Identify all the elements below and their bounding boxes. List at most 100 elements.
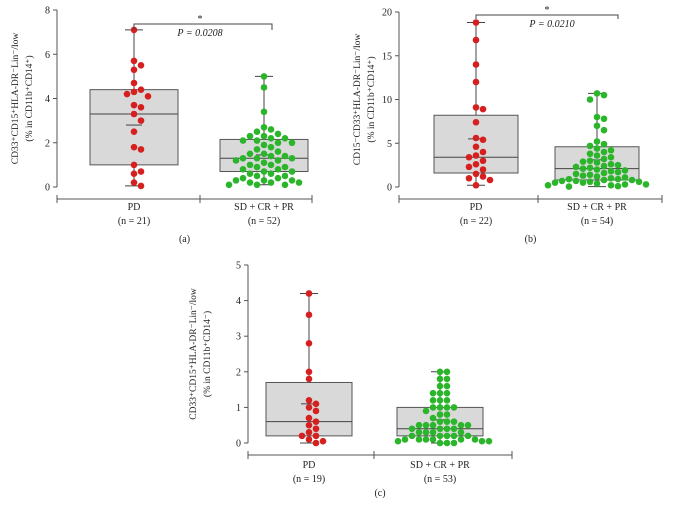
- data-point: [123, 90, 131, 98]
- data-point: [600, 91, 608, 99]
- data-point: [274, 139, 282, 147]
- data-point: [305, 404, 313, 411]
- data-point: [544, 181, 552, 189]
- y-tick-label: 0: [45, 183, 50, 194]
- data-point: [450, 432, 458, 440]
- data-point: [246, 179, 254, 186]
- data-point: [137, 62, 145, 69]
- data-point: [478, 437, 486, 445]
- category-label: PD: [128, 202, 141, 213]
- data-point: [415, 421, 423, 429]
- y-axis-label-units: (% in CD11b⁺CD14⁺): [366, 56, 377, 142]
- data-point: [472, 181, 480, 189]
- data-point: [260, 84, 268, 91]
- data-point: [600, 155, 608, 163]
- data-point: [312, 418, 320, 425]
- data-point: [260, 159, 268, 166]
- data-point: [457, 436, 465, 443]
- data-point: [436, 375, 444, 383]
- data-point: [429, 414, 437, 422]
- data-point: [465, 153, 473, 161]
- data-point: [436, 432, 444, 440]
- data-point: [260, 141, 268, 149]
- data-point: [415, 436, 423, 443]
- data-point: [305, 290, 313, 297]
- significance-bracket: [133, 23, 273, 30]
- data-point: [464, 421, 472, 429]
- data-point: [232, 177, 240, 184]
- data-point: [312, 400, 320, 408]
- data-point: [479, 136, 487, 144]
- data-point: [422, 436, 430, 443]
- category-n-label: (n = 21): [118, 216, 150, 227]
- data-point: [422, 429, 430, 436]
- data-point: [565, 175, 573, 183]
- data-point: [472, 152, 480, 159]
- significance-star: *: [545, 5, 550, 16]
- data-point: [457, 421, 465, 429]
- data-point: [593, 113, 601, 121]
- data-point: [305, 396, 313, 404]
- category-n-label: (n = 19): [293, 474, 325, 485]
- y-axis-label-units: (% in CD11b⁺CD14⁺): [24, 55, 35, 141]
- data-point: [593, 166, 601, 173]
- data-point: [472, 19, 480, 26]
- data-point: [436, 389, 444, 397]
- data-point: [401, 436, 409, 443]
- data-point: [429, 429, 437, 436]
- data-point: [450, 439, 458, 447]
- data-point: [253, 154, 261, 162]
- category-label: PD: [470, 202, 483, 213]
- data-point: [443, 404, 451, 411]
- data-point: [260, 108, 268, 116]
- data-point: [144, 92, 152, 100]
- data-point: [429, 389, 437, 397]
- data-point: [130, 143, 138, 151]
- data-point: [436, 439, 444, 447]
- data-point: [436, 368, 444, 376]
- data-point: [137, 117, 145, 124]
- data-point: [429, 421, 437, 429]
- data-point: [621, 167, 629, 174]
- data-point: [305, 368, 313, 376]
- data-point: [607, 153, 615, 161]
- data-point: [443, 411, 451, 418]
- data-point: [593, 152, 601, 159]
- data-point: [572, 163, 580, 171]
- data-point: [267, 152, 275, 160]
- data-point: [479, 166, 487, 173]
- data-point: [281, 152, 289, 160]
- data-point: [295, 179, 303, 186]
- data-point: [130, 57, 138, 65]
- data-point: [586, 157, 594, 165]
- data-point: [479, 173, 487, 180]
- panel-label: (b): [525, 234, 537, 245]
- data-point: [614, 161, 622, 169]
- data-point: [274, 130, 282, 138]
- data-point: [443, 418, 451, 425]
- data-point: [465, 163, 473, 171]
- data-point: [479, 148, 487, 156]
- data-point: [472, 36, 480, 44]
- data-point: [443, 439, 451, 447]
- data-point: [239, 174, 247, 182]
- data-point: [253, 181, 261, 189]
- data-point: [267, 143, 275, 151]
- category-n-label: (n = 53): [424, 474, 456, 485]
- data-point: [628, 176, 636, 184]
- data-point: [246, 170, 254, 178]
- data-point: [642, 181, 650, 188]
- data-point: [312, 407, 320, 415]
- data-point: [305, 421, 313, 429]
- data-point: [408, 432, 416, 440]
- data-point: [600, 169, 608, 177]
- data-point: [586, 171, 594, 179]
- data-point: [572, 177, 580, 185]
- y-tick-label: 5: [387, 139, 392, 150]
- data-point: [130, 101, 138, 109]
- data-point: [239, 154, 247, 162]
- data-point: [465, 174, 473, 182]
- data-point: [472, 170, 480, 178]
- data-point: [472, 118, 480, 126]
- y-tick-label: 2: [236, 367, 241, 378]
